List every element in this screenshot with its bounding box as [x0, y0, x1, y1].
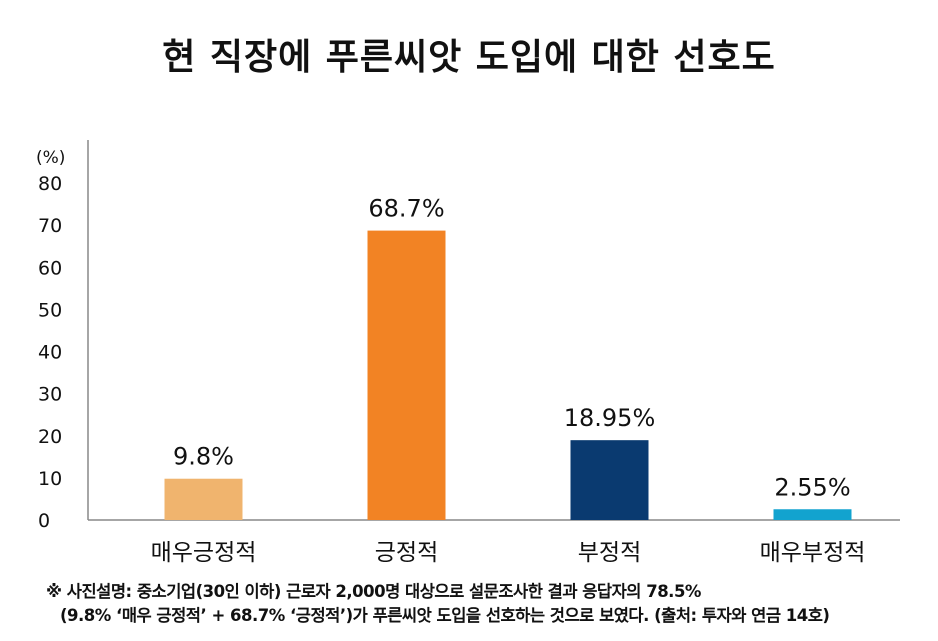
bar-1 — [164, 478, 243, 520]
y-tick-label: 20 — [38, 426, 62, 448]
caption: ※ 사진설명: 중소기업(30인 이하) 근로자 2,000명 대상으로 설문조… — [46, 580, 830, 628]
category-label: 매우부정적 — [760, 540, 866, 566]
bar-3 — [570, 440, 649, 520]
bar-2 — [367, 230, 446, 520]
category-label: 매우긍정적 — [151, 540, 257, 566]
category-label: 부정적 — [578, 540, 641, 566]
category-label: 긍정적 — [375, 540, 438, 566]
data-label: 68.7% — [368, 195, 444, 223]
caption-line-2: (9.8% ‘매우 긍정적’ + 68.7% ‘긍정적’)가 푸른씨앗 도입을 … — [60, 606, 830, 625]
y-tick-label: 80 — [38, 173, 62, 195]
data-label: 18.95% — [564, 404, 656, 432]
y-tick-label: 30 — [38, 384, 62, 406]
y-tick-label: 60 — [38, 257, 62, 279]
data-label: 9.8% — [173, 443, 234, 471]
y-axis-label: (%) — [36, 148, 65, 168]
y-tick-label: 10 — [38, 468, 62, 490]
bar-4 — [773, 509, 852, 520]
data-label: 2.55% — [774, 473, 850, 501]
chart-title: 현 직장에 푸른씨앗 도입에 대한 선호도 — [162, 37, 776, 78]
y-tick-label: 50 — [38, 299, 62, 321]
y-tick-label: 40 — [38, 342, 62, 364]
y-tick-label: 70 — [38, 215, 62, 237]
caption-line-1: ※ 사진설명: 중소기업(30인 이하) 근로자 2,000명 대상으로 설문조… — [46, 582, 701, 601]
y-tick-label: 0 — [38, 510, 50, 532]
